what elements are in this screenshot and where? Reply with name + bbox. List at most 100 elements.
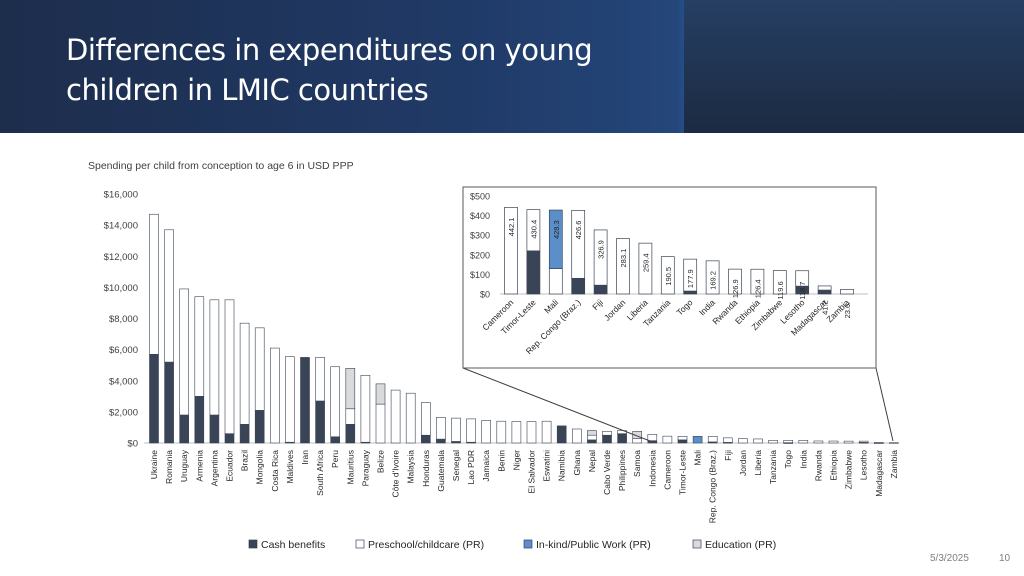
inset-bar-cameroon-preschool-childcare-pr — [504, 206, 518, 295]
inset-bar-mali-preschool-childcare-pr — [548, 268, 563, 295]
slide-date: 5/3/2025 — [930, 553, 969, 564]
inset-bar-madagascar-cash-benefits — [817, 289, 832, 295]
bar-ukraine-cash-benefits — [149, 353, 159, 444]
connector-right — [875, 367, 894, 442]
x-label-timor-leste: Timor-Leste — [678, 450, 688, 495]
x-label-zimbabwe: Zimbabwe — [844, 450, 854, 489]
x-label-romania: Romania — [164, 450, 174, 484]
bar-eswatini-preschool-childcare-pr — [541, 420, 552, 444]
inset-bar-fiji-preschool-childcare-pr — [593, 229, 608, 286]
bar-ecuador-preschool-childcare-pr — [224, 299, 235, 434]
bar-ukraine-preschool-childcare-pr — [149, 213, 159, 355]
bar-niger-preschool-childcare-pr — [511, 421, 522, 444]
bar-liberia-preschool-childcare-pr — [753, 438, 763, 444]
x-label-zambia: Zambia — [889, 450, 899, 479]
inset-bar-madagascar-preschool-childcare-pr — [817, 285, 832, 291]
bar-rep-congo-braz-preschool-childcare-pr — [707, 436, 718, 443]
x-label-india: India — [798, 450, 808, 469]
inset-bar-timor-leste-cash-benefits — [526, 250, 541, 295]
inset-bar-timor-leste-preschool-childcare-pr — [526, 209, 541, 252]
bar-belize-education-pr — [375, 383, 386, 405]
bar-mauritius-preschool-childcare-pr — [345, 408, 356, 425]
legend-label-education-pr: Education (PR) — [705, 539, 776, 551]
x-label-madagascar: Madagascar — [874, 450, 884, 497]
x-label-maldives: Maldives — [285, 450, 295, 484]
bar-benin-preschool-childcare-pr — [496, 420, 507, 444]
bar-south-africa-cash-benefits — [315, 400, 325, 444]
x-label-nepal: Nepal — [587, 450, 597, 472]
main-y-tick-label: $16,000 — [104, 190, 138, 201]
bar-guatemala-cash-benefits — [436, 438, 446, 444]
inset-y-tick-label: $300 — [470, 231, 490, 241]
x-label-eswatini: Eswatini — [542, 450, 552, 482]
title-banner-right-panel — [684, 0, 1024, 133]
x-label-mongolia: Mongolia — [255, 450, 265, 485]
x-label-tanzania: Tanzania — [768, 450, 778, 484]
bar-madagascar-preschool-childcare-pr — [873, 442, 884, 444]
bar-timor-leste-cash-benefits — [677, 439, 688, 444]
x-label-south-africa: South Africa — [315, 450, 325, 496]
x-label-c-te-d-ivoire: Côte d'Ivoire — [391, 450, 401, 498]
inset-bar-zambia-preschool-childcare-pr — [840, 289, 854, 295]
inset-data-label-rep-congo-braz: 426.6 — [574, 221, 583, 240]
inset-data-label-liberia: 259.4 — [641, 253, 650, 272]
x-label-argentina: Argentina — [209, 450, 219, 487]
main-y-tick-label: $0 — [127, 439, 138, 450]
inset-bar-liberia-preschool-childcare-pr — [638, 242, 653, 295]
x-label-uruguay: Uruguay — [179, 449, 189, 482]
bar-mongolia-cash-benefits — [254, 410, 265, 444]
x-label-rwanda: Rwanda — [813, 450, 823, 481]
x-label-honduras: Honduras — [421, 450, 431, 487]
inset-y-tick-label: $100 — [470, 270, 490, 280]
legend-swatch-preschool-childcare-pr — [355, 539, 365, 549]
legend-label-cash-benefits: Cash benefits — [261, 539, 325, 551]
inset-data-label-rwanda: 126.9 — [731, 279, 740, 298]
inset-data-label-fiji: 326.9 — [597, 240, 606, 259]
inset-bar-rep-congo-braz-cash-benefits — [571, 277, 586, 295]
bar-paraguay-preschool-childcare-pr — [360, 375, 371, 443]
bar-cabo-verde-preschool-childcare-pr — [602, 431, 612, 436]
bar-jordan-preschool-childcare-pr — [738, 438, 748, 444]
inset-data-label-togo: 177.9 — [686, 269, 695, 288]
zoom-connector-lines — [462, 367, 894, 442]
bar-indonesia-preschool-childcare-pr — [647, 434, 658, 441]
x-label-costa-rica: Costa Rica — [270, 450, 280, 492]
x-label-malaysia: Malaysia — [406, 450, 416, 484]
bar-honduras-cash-benefits — [420, 434, 431, 444]
inset-data-label-ethiopia: 126.4 — [753, 279, 762, 298]
x-label-ethiopia: Ethiopia — [829, 450, 839, 481]
bar-philippines-cash-benefits — [617, 433, 627, 444]
bar-lesotho-preschool-childcare-pr — [858, 440, 869, 443]
bar-iran-cash-benefits — [300, 357, 310, 444]
inset-bar-mali-in-kind-public-work-pr — [548, 209, 563, 269]
inset-y-tick-label: $500 — [470, 192, 490, 202]
legend-label-in-kind-public-work-pr: In-kind/Public Work (PR) — [536, 539, 651, 551]
inset-bar-rep-congo-braz-preschool-childcare-pr — [571, 210, 586, 279]
bar-namibia-cash-benefits — [556, 425, 567, 444]
x-label-cabo-verde: Cabo Verde — [602, 450, 612, 495]
bar-el-salvador-preschool-childcare-pr — [526, 421, 537, 444]
x-label-peru: Peru — [330, 450, 340, 468]
x-label-belize: Belize — [376, 450, 386, 473]
slide-page-number: 10 — [999, 553, 1011, 564]
inset-bar-rwanda-preschool-childcare-pr — [728, 268, 742, 295]
main-y-tick-label: $6,000 — [109, 345, 138, 356]
inset-data-label-india: 169.2 — [709, 271, 718, 290]
inset-data-label-tanzania: 190.5 — [664, 267, 673, 286]
inset-bar-jordan-preschool-childcare-pr — [616, 238, 630, 295]
bar-nepal-cash-benefits — [587, 439, 597, 444]
inset-chart: $0$100$200$300$400$500442.1Cameroon430.4… — [462, 186, 877, 369]
connector-left — [462, 367, 651, 442]
bar-mauritius-cash-benefits — [345, 424, 356, 444]
inset-y-tick-label: $400 — [470, 211, 490, 221]
bar-armenia-cash-benefits — [194, 396, 205, 444]
main-y-tick-label: $10,000 — [104, 283, 138, 294]
x-label-paraguay: Paraguay — [360, 449, 370, 486]
inset-bar-india-preschool-childcare-pr — [705, 260, 720, 295]
bar-maldives-preschool-childcare-pr — [285, 356, 295, 443]
inset-bar-lesotho-preschool-childcare-pr — [795, 270, 810, 287]
inset-data-label-lesotho: 118.7 — [798, 282, 807, 300]
x-label-togo: Togo — [783, 450, 793, 469]
bar-lao-pdr-preschool-childcare-pr — [466, 418, 476, 443]
bar-mauritius-education-pr — [345, 367, 356, 410]
